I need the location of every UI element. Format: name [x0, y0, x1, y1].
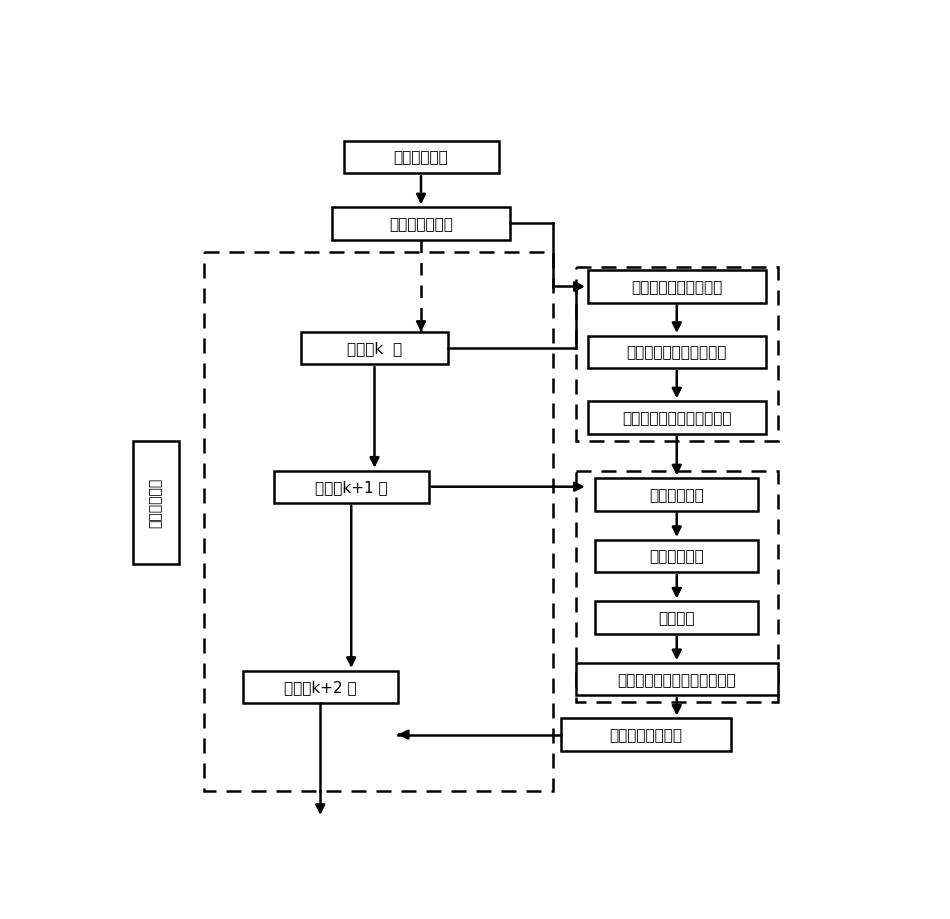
Text: 循环直至结束: 循环直至结束: [149, 478, 163, 528]
Bar: [332, 208, 510, 240]
Bar: [576, 664, 777, 696]
Text: 更新标号: 更新标号: [658, 610, 695, 626]
Text: 计算运动矢量: 计算运动矢量: [650, 487, 704, 503]
Text: 设置检测矩形框: 设置检测矩形框: [390, 217, 453, 232]
Text: 进行行车轨迹跟踪: 进行行车轨迹跟踪: [609, 727, 682, 743]
Bar: [576, 471, 777, 702]
Bar: [596, 540, 758, 573]
Bar: [596, 479, 758, 511]
Bar: [560, 719, 731, 751]
Text: 初始标号移位: 初始标号移位: [650, 549, 704, 564]
Text: 读入第k+2 帧: 读入第k+2 帧: [284, 680, 356, 695]
Bar: [243, 671, 398, 703]
Bar: [588, 271, 766, 303]
Bar: [576, 268, 777, 441]
Text: 计算检测矩形框处初始标号: 计算检测矩形框处初始标号: [622, 411, 732, 425]
Text: 获得目标地图和代表运动矢量: 获得目标地图和代表运动矢量: [618, 672, 736, 687]
Bar: [301, 333, 448, 365]
Bar: [204, 253, 553, 791]
Text: 计算检测矩形框处的阈值: 计算检测矩形框处的阈值: [627, 345, 727, 360]
Text: 获取序列图像: 获取序列图像: [393, 151, 448, 165]
Bar: [274, 471, 428, 504]
Bar: [588, 402, 766, 434]
Bar: [588, 336, 766, 369]
Bar: [596, 602, 758, 634]
Text: 读入第k  帧: 读入第k 帧: [347, 341, 402, 357]
Bar: [344, 142, 499, 174]
Text: 计算检测矩形框的灰度: 计算检测矩形框的灰度: [631, 279, 722, 295]
Bar: [133, 441, 180, 564]
Text: 读入第k+1 帧: 读入第k+1 帧: [315, 480, 388, 494]
